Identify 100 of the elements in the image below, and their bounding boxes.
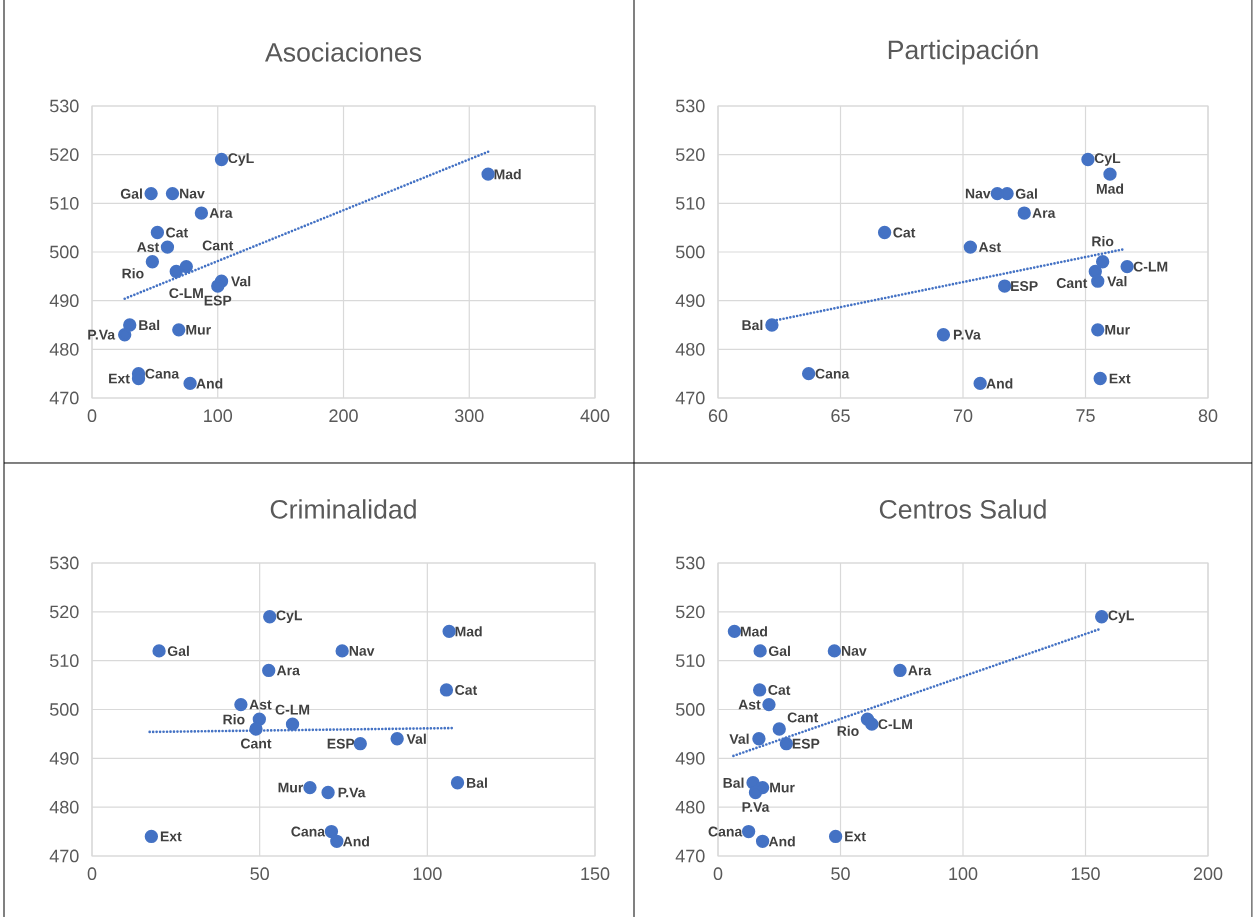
y-tick-label: 480 <box>49 800 79 814</box>
data-label: C-LM <box>878 719 912 730</box>
data-label: Gal <box>120 188 142 199</box>
data-label: P.Va <box>953 329 981 340</box>
data-label: Cat <box>768 685 791 695</box>
data-label: Cana <box>815 368 850 379</box>
data-label: Nav <box>349 646 375 656</box>
y-tick-label: 490 <box>675 294 705 308</box>
data-label: Cant <box>240 738 272 749</box>
data-label: And <box>343 836 369 847</box>
data-label: Rio <box>223 714 245 725</box>
data-label: Val <box>1107 276 1127 287</box>
x-tick-label: 75 <box>1076 409 1095 422</box>
data-label: Rio <box>1092 236 1114 247</box>
data-label: Gal <box>167 645 189 657</box>
data-label: CyL <box>228 153 254 166</box>
data-label: Nav <box>180 188 205 199</box>
y-tick-label: 500 <box>675 703 705 716</box>
data-label: Cat <box>166 227 188 238</box>
data-label: Bal <box>139 319 160 331</box>
data-label: Mur <box>186 324 211 335</box>
data-label: Cana <box>291 826 326 837</box>
data-label: C-LM <box>275 704 310 715</box>
y-tick-label: 470 <box>675 391 705 405</box>
data-label: P.Va <box>742 802 770 812</box>
y-tick-label: 500 <box>49 245 79 259</box>
data-label: ESP <box>204 295 232 306</box>
y-tick-label: 510 <box>49 654 79 668</box>
data-label: P.Va <box>88 329 116 340</box>
y-tick-label: 510 <box>675 196 705 210</box>
y-tick-label: 520 <box>675 148 705 162</box>
data-label: And <box>986 378 1013 389</box>
data-label: ESP <box>1011 281 1038 292</box>
data-label: And <box>768 836 795 847</box>
data-label: Gal <box>1015 188 1037 199</box>
chart-title: Asociaciones <box>264 42 422 62</box>
data-label: CyL <box>1108 610 1134 624</box>
chart-title: Criminalidad <box>270 499 416 519</box>
data-label: Nav <box>965 188 991 199</box>
x-tick-label: 200 <box>329 409 358 423</box>
x-tick-label: 65 <box>831 409 850 423</box>
y-tick-label: 510 <box>675 654 705 668</box>
y-tick-label: 520 <box>49 605 79 619</box>
data-label: P.Va <box>338 787 366 798</box>
data-label: Val <box>231 276 251 287</box>
x-tick-label: 100 <box>204 409 233 423</box>
data-label: Val <box>729 733 749 744</box>
data-label: Bal <box>467 777 487 788</box>
data-label: Ara <box>209 208 233 218</box>
y-tick-label: 500 <box>675 245 705 259</box>
x-tick-label: 0 <box>87 867 97 881</box>
y-tick-label: 530 <box>49 99 79 113</box>
x-tick-label: 200 <box>1193 867 1223 881</box>
data-label: Val <box>406 733 426 744</box>
data-label: Ext <box>160 831 182 842</box>
data-label: Mad <box>1096 183 1124 194</box>
y-tick-label: 480 <box>675 342 705 356</box>
data-label: And <box>196 378 223 389</box>
data-label: Cant <box>787 712 819 723</box>
chart-title: Participación <box>888 39 1038 65</box>
data-label: Mur <box>1105 324 1130 335</box>
y-tick-label: 530 <box>49 556 79 570</box>
data-label: Bal <box>742 319 763 331</box>
data-label: Bal <box>723 777 744 788</box>
y-tick-label: 500 <box>49 703 79 716</box>
data-label: C-LM <box>1133 261 1168 272</box>
y-tick-label: 490 <box>49 294 79 308</box>
y-tick-label: 490 <box>675 751 705 765</box>
data-label: Mad <box>494 168 521 180</box>
y-tick-label: 520 <box>49 148 79 162</box>
data-label: ESP <box>792 738 820 749</box>
y-tick-label: 520 <box>675 605 705 619</box>
x-tick-label: 80 <box>1198 409 1218 423</box>
y-tick-label: 530 <box>675 556 705 570</box>
y-tick-label: 470 <box>49 391 79 405</box>
data-label: Ara <box>1032 208 1056 218</box>
data-label: Cant <box>202 240 234 251</box>
data-label: Mad <box>455 626 482 637</box>
data-label: Ara <box>276 665 300 676</box>
data-label: Nav <box>841 646 867 656</box>
y-tick-label: 470 <box>675 849 705 863</box>
data-label: Cant <box>1056 278 1088 289</box>
y-tick-label: 480 <box>49 342 79 356</box>
data-label: Ast <box>137 242 160 253</box>
y-tick-label: 470 <box>49 849 79 863</box>
x-tick-label: 100 <box>413 867 442 881</box>
y-tick-label: 490 <box>49 751 79 765</box>
chart-title: Centros Salud <box>879 499 1046 519</box>
x-tick-label: 50 <box>250 867 269 881</box>
x-tick-label: 50 <box>831 867 850 881</box>
x-tick-label: 0 <box>713 867 723 881</box>
data-label: Ext <box>109 373 130 384</box>
data-label: Mur <box>770 782 795 793</box>
data-label: CyL <box>276 610 303 624</box>
data-label: Mur <box>278 782 304 793</box>
data-label: Gal <box>768 645 790 657</box>
data-label: Cana <box>708 826 743 837</box>
y-tick-label: 480 <box>675 800 705 814</box>
x-tick-label: 150 <box>1071 867 1100 881</box>
y-tick-label: 510 <box>49 196 79 210</box>
